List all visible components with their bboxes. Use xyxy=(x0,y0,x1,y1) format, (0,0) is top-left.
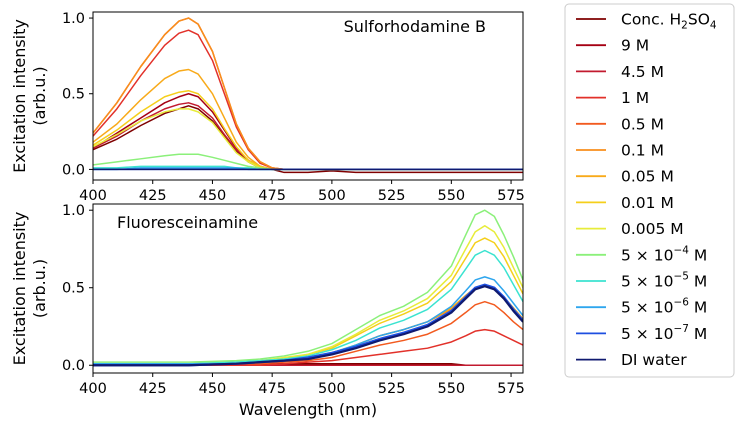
series-line-10 xyxy=(93,153,523,171)
x-tick-label: 525 xyxy=(378,188,406,204)
x-tick-label: 550 xyxy=(437,188,465,204)
x-tick-label: 425 xyxy=(139,188,167,204)
x-tick-label: 475 xyxy=(258,381,286,397)
axes-frame xyxy=(92,11,524,181)
x-tick-label: 500 xyxy=(318,381,346,397)
legend-item: Conc. H2SO4 xyxy=(576,11,717,32)
x-tick-label: 525 xyxy=(378,381,406,397)
series-line-14 xyxy=(93,285,523,367)
series-line-3 xyxy=(93,102,523,171)
x-tick-label: 450 xyxy=(199,188,227,204)
y-axis-label: Excitation intensity xyxy=(10,212,29,366)
series-line-5 xyxy=(93,17,523,171)
legend-item: 0.5 M xyxy=(576,115,664,133)
x-tick-label: 400 xyxy=(79,188,107,204)
series-line-9 xyxy=(93,224,523,365)
series-line-13 xyxy=(93,283,523,367)
y-tick-label: 1.0 xyxy=(62,203,85,219)
x-tick-label: 500 xyxy=(318,188,346,204)
legend-item: 0.01 M xyxy=(576,194,674,212)
y-axis-label: Excitation intensity xyxy=(10,19,29,173)
series-line-7 xyxy=(93,283,523,366)
y-axis-label-units: (arb.u.) xyxy=(30,66,49,125)
legend-label: 5 × 10−7 M xyxy=(621,323,707,343)
axes-frame xyxy=(92,203,524,374)
y-tick-label: 1.0 xyxy=(62,11,85,27)
legend: Conc. H2SO4 9 M 4.5 M 1 M 0.5 M 0.1 M 0.05 M 0.… xyxy=(564,3,735,378)
legend-label: Conc. H2SO4 xyxy=(621,11,717,32)
x-tick-label: 575 xyxy=(497,381,525,397)
chart-panel-2: 400 425 450 475 500 525 550 575 0.0 0.5 1.0 Fluores… xyxy=(10,203,525,419)
legend-label: 5 × 10−5 M xyxy=(621,271,707,291)
legend-frame xyxy=(564,3,735,378)
legend-item: DI water xyxy=(576,351,687,369)
series-group xyxy=(93,17,523,174)
series-line-4 xyxy=(93,328,523,366)
legend-label: 4.5 M xyxy=(621,63,664,81)
legend-label: 0.005 M xyxy=(621,220,684,238)
series-group xyxy=(93,209,523,367)
legend-item: 5 × 10−7 M xyxy=(576,323,707,343)
legend-item: 1 M xyxy=(576,89,649,107)
legend-label: 5 × 10−6 M xyxy=(621,297,707,317)
legend-label: 5 × 10−4 M xyxy=(621,244,707,264)
legend-item: 5 × 10−6 M xyxy=(576,297,707,317)
y-tick-label: 0.5 xyxy=(62,87,85,103)
chart-title: Fluoresceinamine xyxy=(117,213,258,232)
series-line-4 xyxy=(93,29,523,171)
series-line-9 xyxy=(93,108,523,171)
legend-label: 1 M xyxy=(621,89,649,107)
legend-item: 0.005 M xyxy=(576,220,684,238)
legend-item: 0.05 M xyxy=(576,168,674,186)
legend-item: 0.1 M xyxy=(576,142,664,160)
x-tick-label: 550 xyxy=(437,381,465,397)
series-line-11 xyxy=(93,249,523,365)
series-line-1 xyxy=(93,105,523,174)
y-axis-label-units: (arb.u.) xyxy=(30,259,49,318)
legend-item: 4.5 M xyxy=(576,63,664,81)
series-line-2 xyxy=(93,92,523,171)
legend-item: 5 × 10−4 M xyxy=(576,244,707,264)
legend-label: 0.01 M xyxy=(621,194,674,212)
x-tick-label: 400 xyxy=(79,381,107,397)
legend-item: 5 × 10−5 M xyxy=(576,271,707,291)
legend-item: 9 M xyxy=(576,37,649,55)
legend-label: 0.5 M xyxy=(621,115,664,133)
x-tick-label: 575 xyxy=(497,188,525,204)
y-tick-label: 0.0 xyxy=(62,162,85,178)
series-line-10 xyxy=(93,209,523,363)
y-tick-label: 0.0 xyxy=(62,358,85,374)
y-tick-label: 0.5 xyxy=(62,281,85,297)
x-axis-label: Wavelength (nm) xyxy=(239,400,377,419)
chart-title: Sulforhodamine B xyxy=(344,17,486,36)
x-tick-label: 475 xyxy=(258,188,286,204)
series-line-6 xyxy=(93,17,523,171)
x-tick-label: 450 xyxy=(199,381,227,397)
chart-panel-1: 400 425 450 475 500 525 550 575 0.0 0.5 1.0 Sulforh… xyxy=(10,11,525,204)
series-line-8 xyxy=(93,89,523,171)
series-line-7 xyxy=(93,68,523,171)
legend-label: 9 M xyxy=(621,37,649,55)
x-tick-label: 425 xyxy=(139,381,167,397)
legend-label: DI water xyxy=(621,351,687,369)
legend-label: 0.1 M xyxy=(621,142,664,160)
legend-label: 0.05 M xyxy=(621,168,674,186)
